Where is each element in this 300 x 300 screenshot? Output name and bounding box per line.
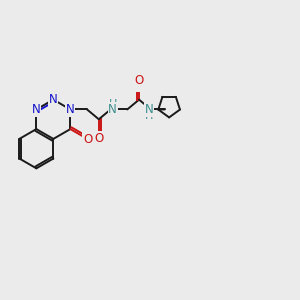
Text: O: O [134, 74, 144, 87]
Text: N: N [108, 103, 117, 116]
Text: H: H [109, 99, 117, 109]
Text: N: N [144, 103, 153, 116]
Text: N: N [66, 103, 75, 116]
Text: O: O [83, 133, 92, 146]
Text: O: O [94, 132, 104, 145]
Text: N: N [32, 103, 41, 116]
Text: N: N [49, 93, 58, 106]
Text: H: H [145, 111, 153, 121]
